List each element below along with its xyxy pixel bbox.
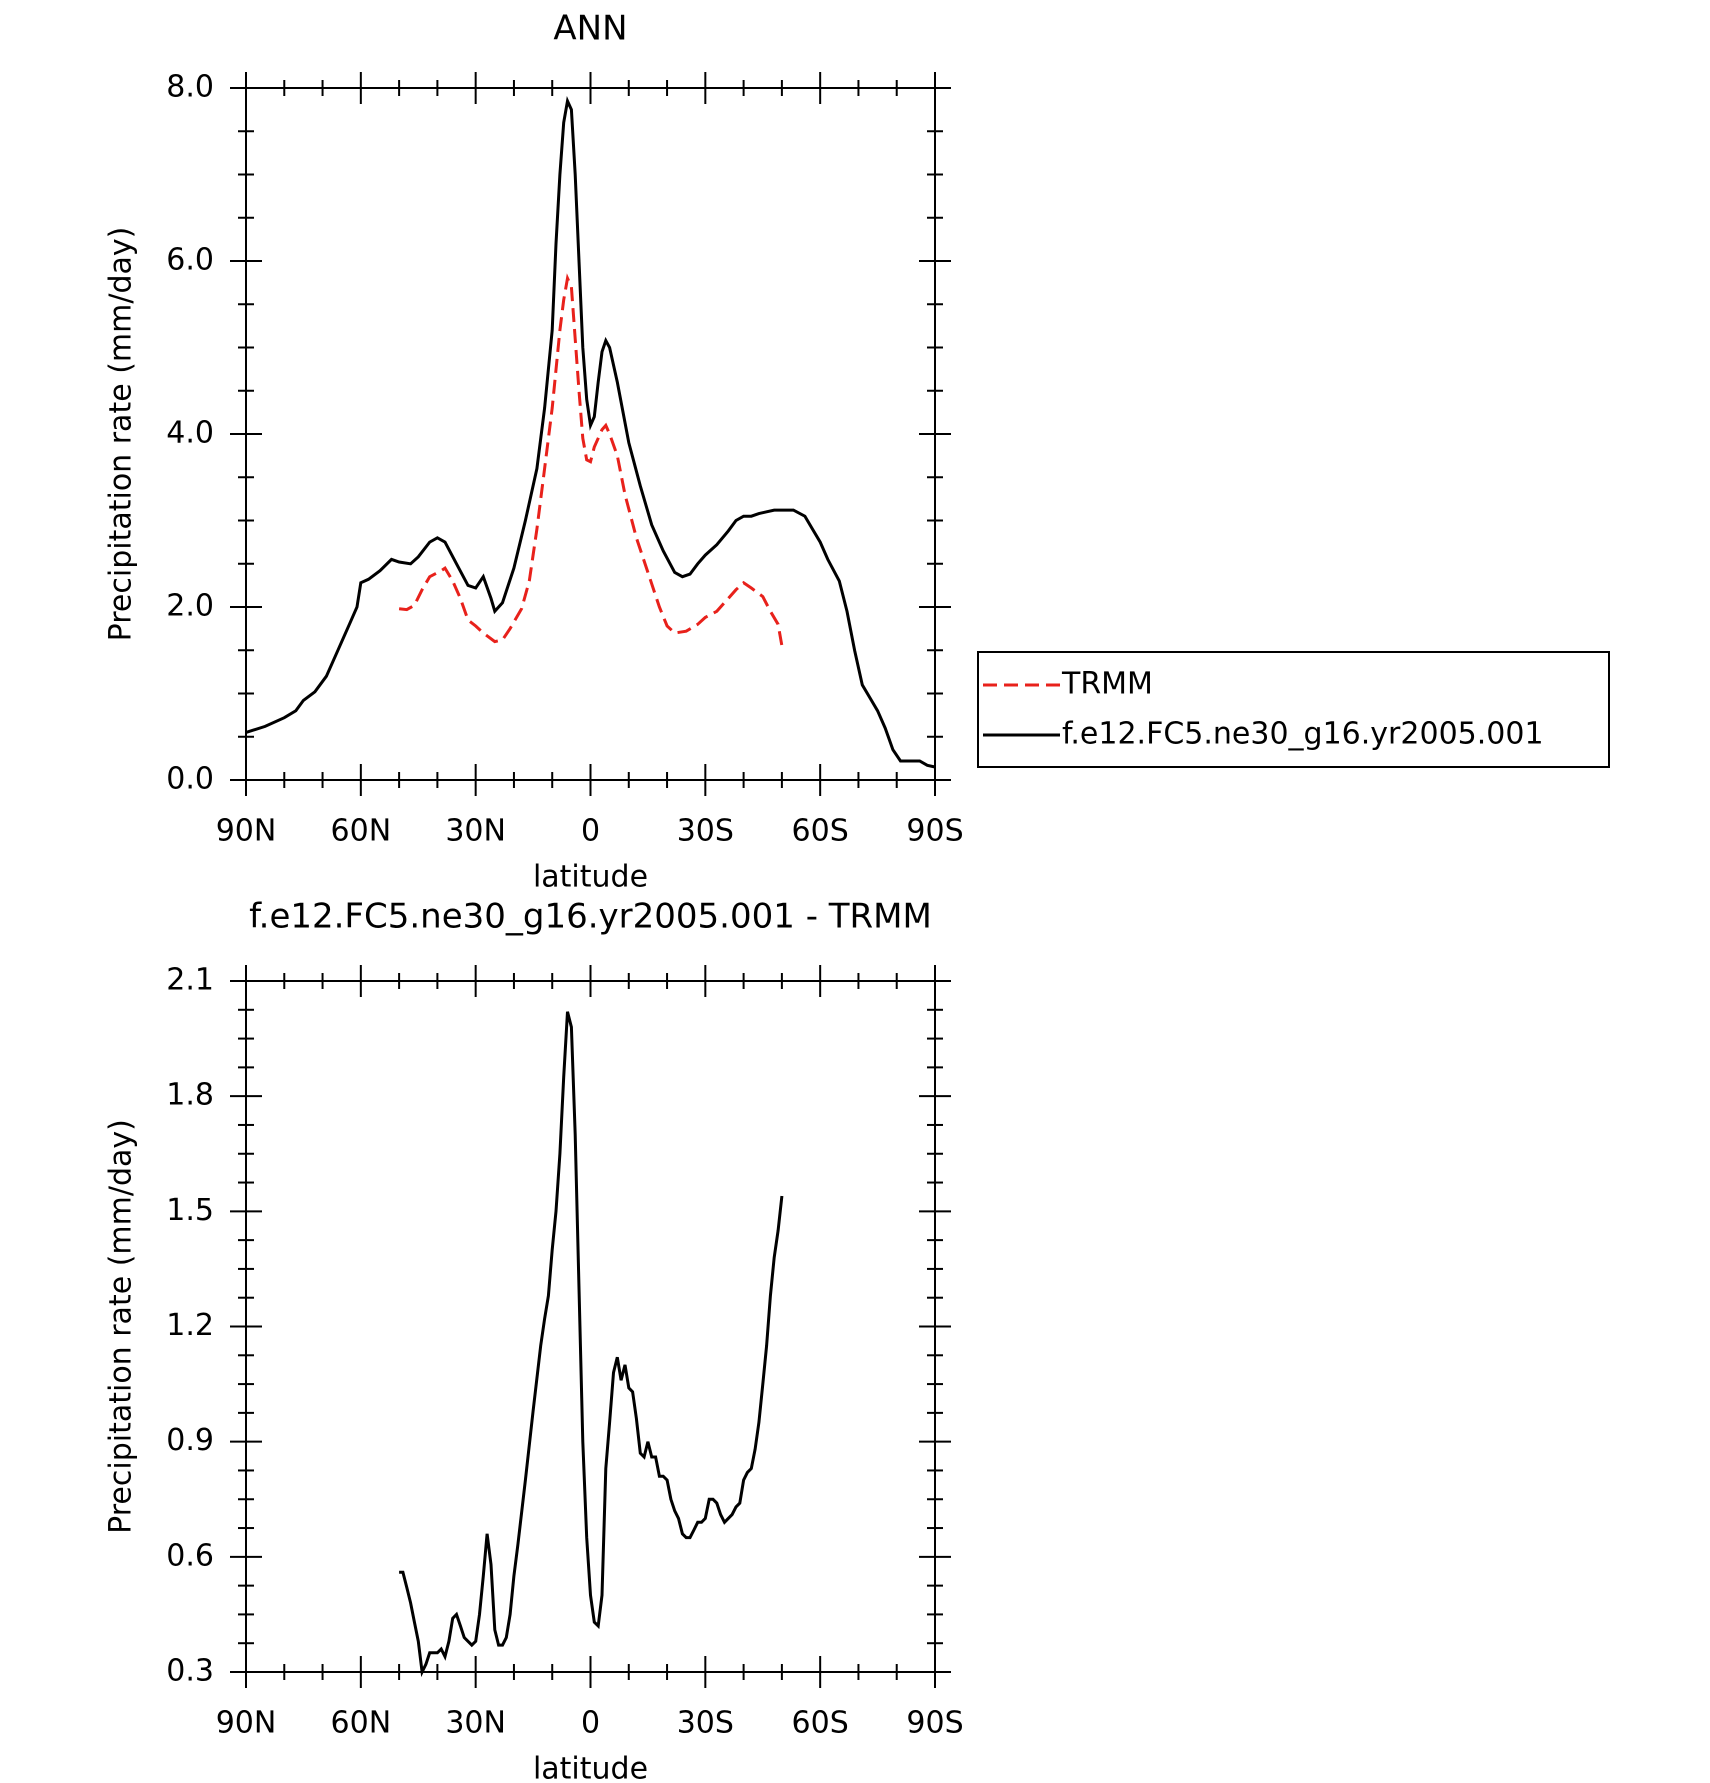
legend-label: f.e12.FC5.ne30_g16.yr2005.001 xyxy=(1062,717,1544,752)
chart-title: ANN xyxy=(553,9,627,49)
data-line xyxy=(245,95,936,769)
x-tick-label: 90S xyxy=(906,1706,963,1741)
y-tick-label: 6.0 xyxy=(166,243,214,278)
y-tick-label: 8.0 xyxy=(166,70,214,105)
x-tick-label: 30N xyxy=(445,1706,506,1741)
y-axis-label: Precipitation rate (mm/day) xyxy=(104,1119,139,1534)
y-tick-label: 2.1 xyxy=(166,963,214,998)
y-tick-label: 0.6 xyxy=(166,1538,214,1573)
y-tick-label: 2.0 xyxy=(166,589,214,624)
plot-frame xyxy=(245,87,936,781)
x-tick-label: 90S xyxy=(906,814,963,849)
y-tick-label: 0.9 xyxy=(166,1423,214,1458)
y-tick-label: 4.0 xyxy=(166,416,214,451)
data-line xyxy=(398,273,784,647)
x-tick-label: 30N xyxy=(445,814,506,849)
legend-box xyxy=(977,651,1610,768)
x-tick-label: 30S xyxy=(677,814,734,849)
y-tick-label: 0.0 xyxy=(166,762,214,797)
x-axis-label: latitude xyxy=(533,860,648,895)
data-line xyxy=(399,1011,784,1678)
y-tick-label: 1.5 xyxy=(166,1193,214,1228)
x-tick-label: 60S xyxy=(792,814,849,849)
x-tick-label: 60N xyxy=(331,814,392,849)
y-tick-label: 0.3 xyxy=(166,1654,214,1689)
x-tick-label: 90N xyxy=(216,814,277,849)
x-tick-label: 60N xyxy=(331,1706,392,1741)
y-tick-label: 1.8 xyxy=(166,1078,214,1113)
chart-title: f.e12.FC5.ne30_g16.yr2005.001 - TRMM xyxy=(249,897,932,937)
x-axis-label: latitude xyxy=(533,1752,648,1783)
plot-frame xyxy=(245,980,936,1673)
y-tick-label: 1.2 xyxy=(166,1308,214,1343)
x-tick-label: 0 xyxy=(581,1706,600,1741)
x-tick-label: 60S xyxy=(792,1706,849,1741)
x-tick-label: 90N xyxy=(216,1706,277,1741)
x-tick-label: 30S xyxy=(677,1706,734,1741)
y-axis-label: Precipitation rate (mm/day) xyxy=(104,227,139,642)
x-tick-label: 0 xyxy=(581,814,600,849)
legend-label: TRMM xyxy=(1061,667,1153,702)
